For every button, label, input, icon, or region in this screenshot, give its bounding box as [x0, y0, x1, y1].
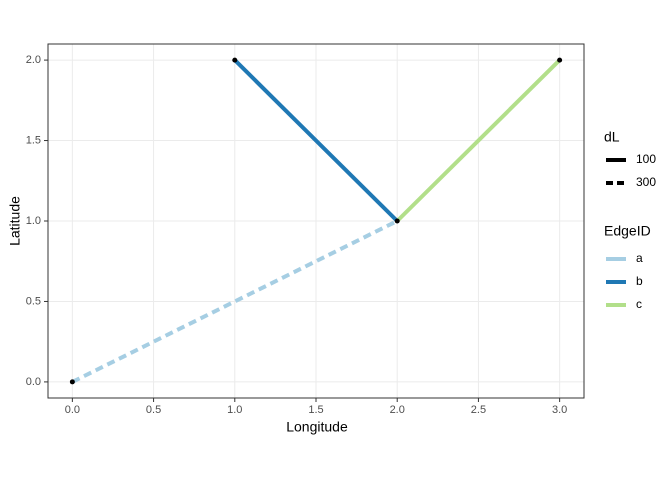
legend-label: a: [636, 251, 643, 265]
x-tick-label: 2.0: [390, 404, 405, 416]
y-tick-label: 0.5: [26, 295, 41, 307]
x-axis-title: Longitude: [286, 419, 348, 435]
y-tick-label: 0.0: [26, 376, 41, 388]
legend-title: dL: [604, 129, 620, 145]
node-point: [232, 57, 238, 63]
panel-border: [47, 43, 585, 399]
node-point: [69, 379, 75, 385]
y-tick-label: 1.5: [26, 134, 41, 146]
legend-label: 100: [636, 152, 656, 166]
y-axis-title: Latitude: [7, 196, 23, 246]
x-tick-label: 1.0: [227, 404, 242, 416]
x-tick-label: 3.0: [552, 404, 567, 416]
y-tick-label: 2.0: [26, 54, 41, 66]
node-point: [394, 218, 400, 224]
x-tick-label: 2.5: [471, 404, 486, 416]
edge-line: [71, 219, 399, 384]
legend-label: 300: [636, 175, 656, 189]
x-tick-label: 0.0: [65, 404, 80, 416]
edge-line: [233, 58, 399, 223]
edge-line: [395, 58, 562, 223]
x-tick-label: 0.5: [146, 404, 161, 416]
legend-title: EdgeID: [604, 223, 651, 239]
legend-label: c: [636, 297, 642, 311]
x-tick-label: 1.5: [308, 404, 323, 416]
legend-label: b: [636, 274, 643, 288]
node-point: [557, 57, 563, 63]
y-tick-label: 1.0: [26, 215, 41, 227]
